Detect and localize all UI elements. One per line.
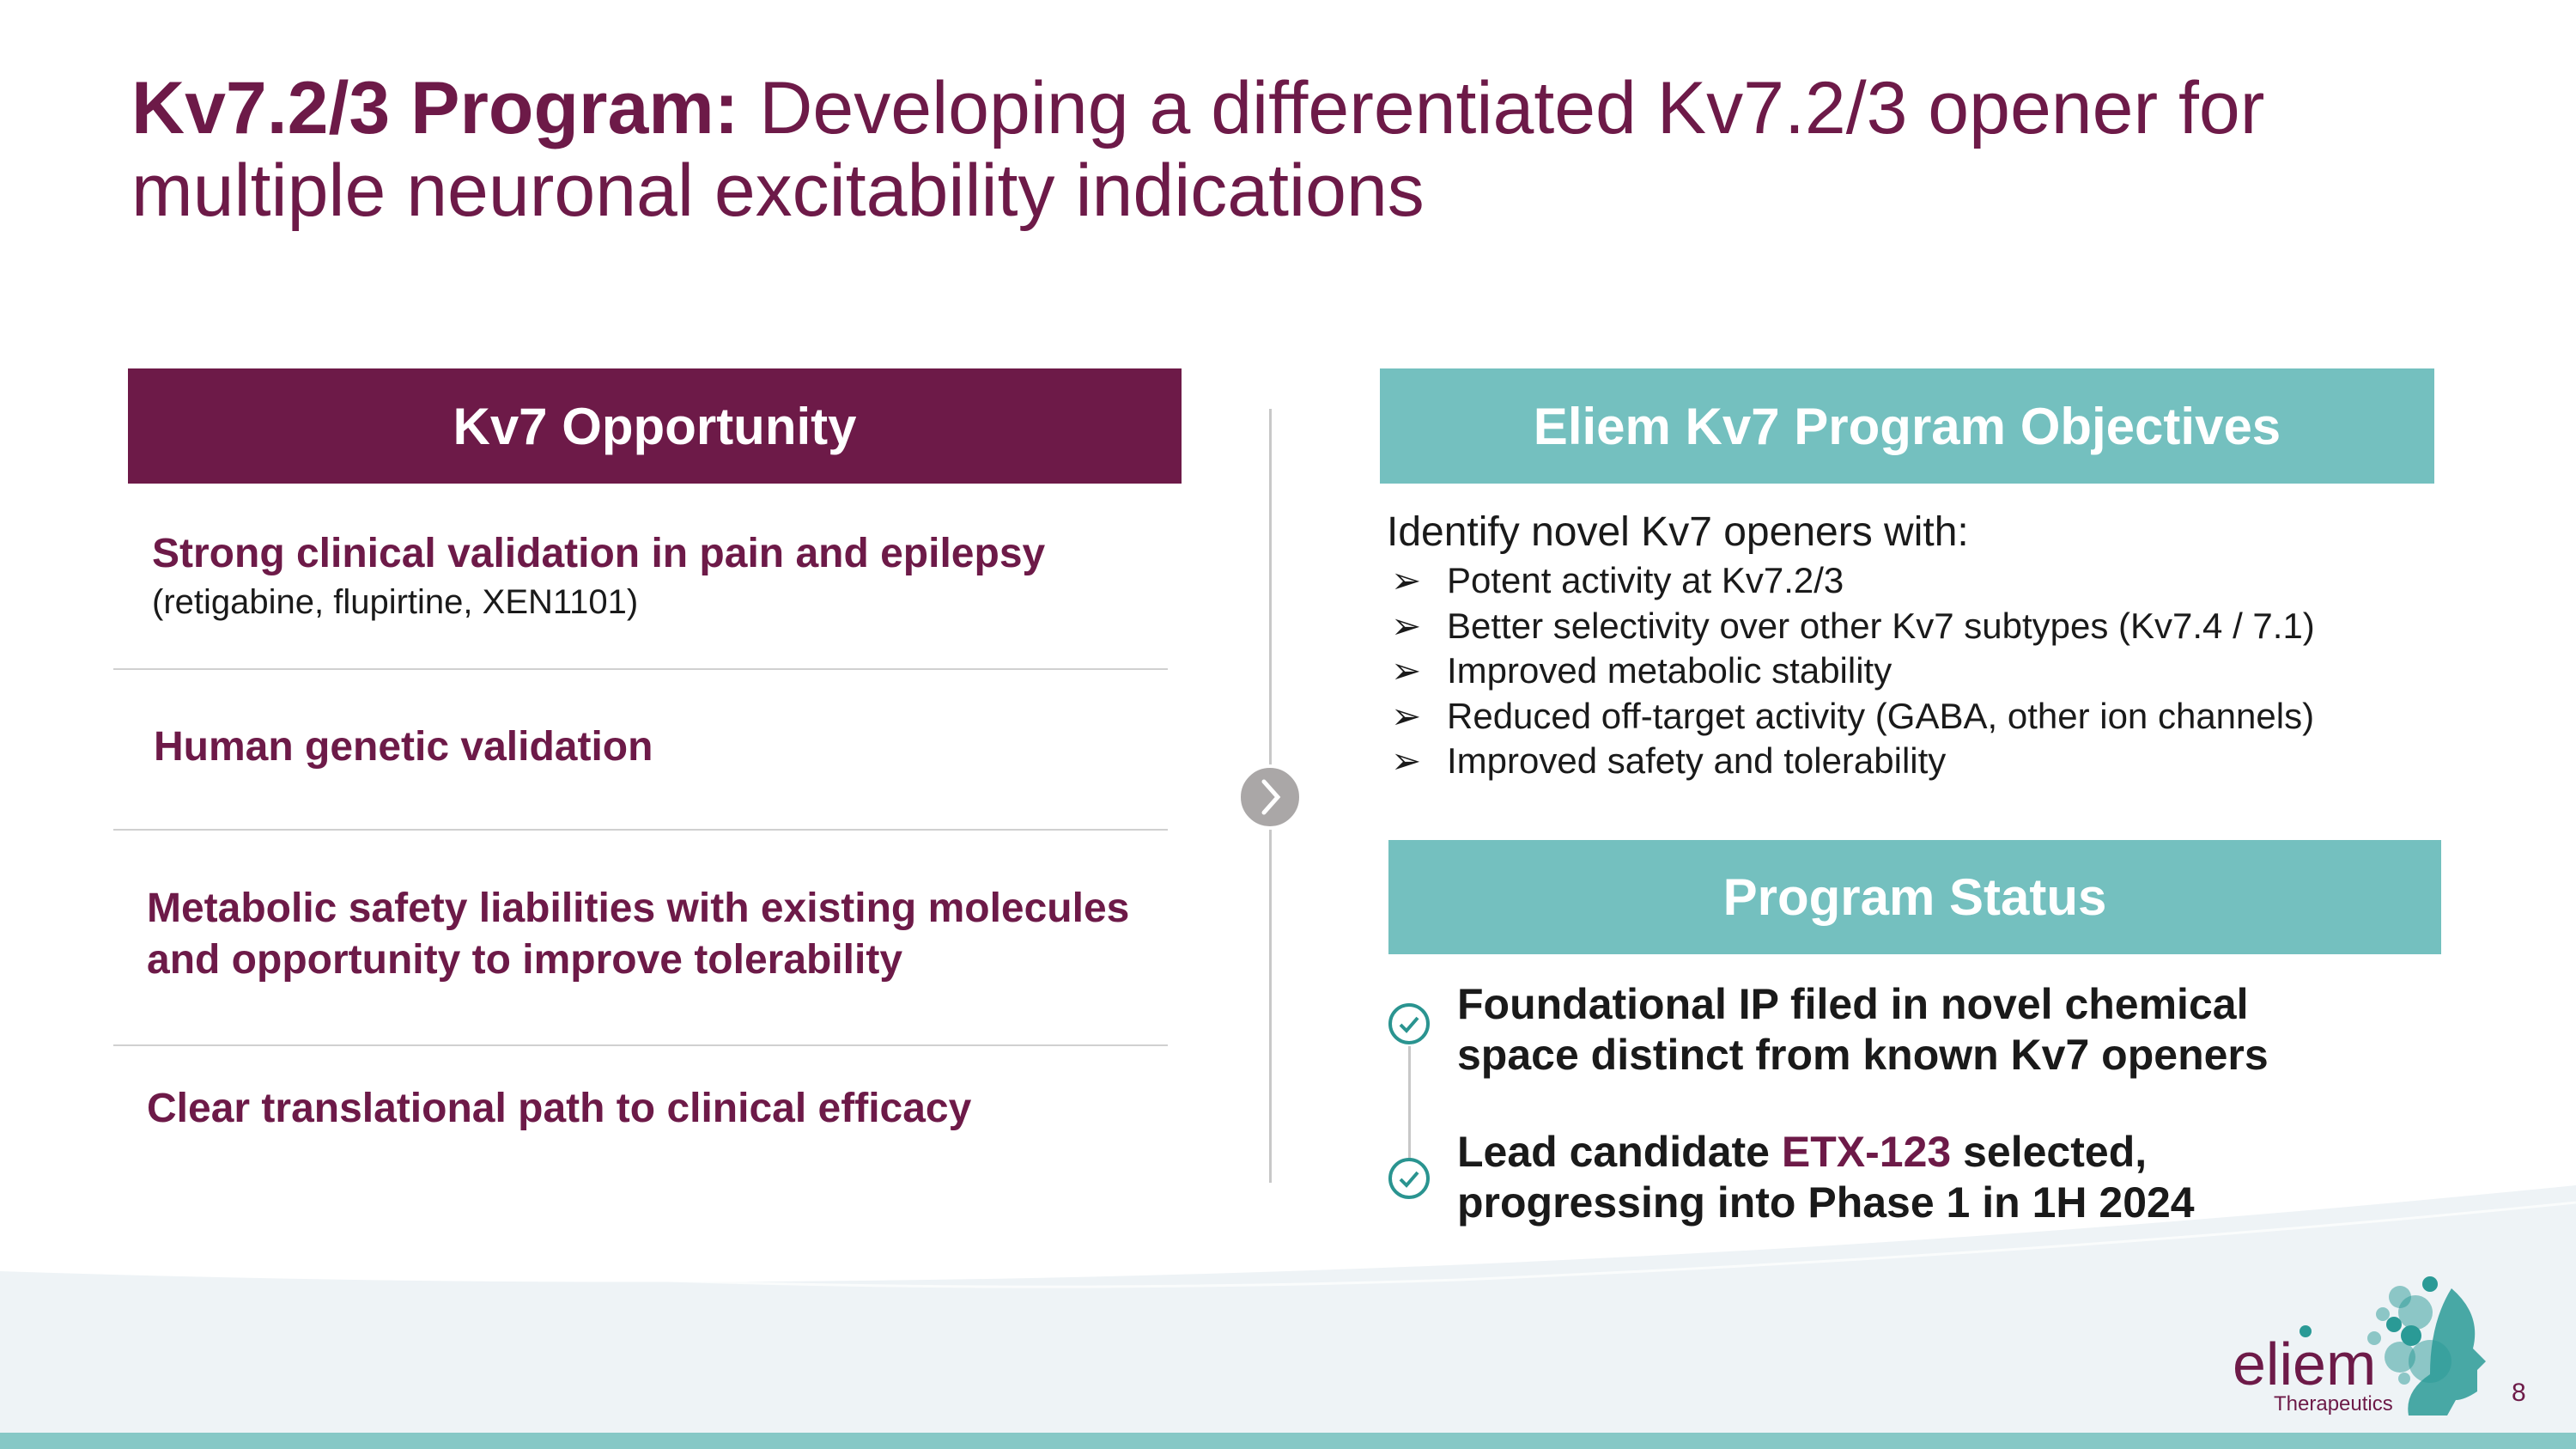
status-text: selected, <box>1951 1128 2148 1176</box>
page-number: 8 <box>2512 1379 2526 1407</box>
objective-bullet: ➢ Better selectivity over other Kv7 subty… <box>1391 604 2315 648</box>
divider <box>113 829 1168 831</box>
check-circle-icon <box>1388 1003 1430 1044</box>
title-rest: Developing a differentiated Kv7.2/3 open… <box>131 67 2265 232</box>
status-item: Lead candidate ETX-123 selected, progres… <box>1457 1127 2195 1228</box>
chevron-right-icon <box>1237 764 1303 830</box>
status-line: space distinct from known Kv7 openers <box>1457 1031 2269 1079</box>
divider <box>113 668 1168 670</box>
objectives-intro: Identify novel Kv7 openers with: <box>1387 509 1969 555</box>
bullet-text: Reduced off-target activity (GABA, other… <box>1447 696 2315 736</box>
status-line: Foundational IP filed in novel chemical <box>1457 980 2249 1028</box>
arrowhead-bullet-icon: ➢ <box>1391 606 1422 646</box>
objective-bullet: ➢ Improved safety and tolerability <box>1391 739 1946 783</box>
page-title: Kv7.2/3 Program: Developing a differenti… <box>131 67 2493 232</box>
row-text: Strong clinical validation in pain and e… <box>152 531 1046 576</box>
background-wave <box>0 1185 2576 1449</box>
bullet-text: Potent activity at Kv7.2/3 <box>1447 560 1844 600</box>
arrowhead-bullet-icon: ➢ <box>1391 650 1422 691</box>
opportunity-row: Clear translational path to clinical eff… <box>147 1086 972 1131</box>
status-line: progressing into Phase 1 in 1H 2024 <box>1457 1178 2195 1227</box>
footer-band <box>0 1433 2576 1449</box>
logo-wordmark: eliem <box>2233 1330 2376 1397</box>
arrowhead-bullet-icon: ➢ <box>1391 696 1422 736</box>
opportunity-row: Strong clinical validation in pain and e… <box>152 528 1045 624</box>
status-timeline-line <box>1408 1046 1411 1171</box>
bullet-text: Improved metabolic stability <box>1447 650 1893 691</box>
eliem-logo: eliem Therapeutics <box>2233 1276 2486 1416</box>
opportunity-row: Human genetic validation <box>154 724 653 770</box>
divider <box>113 1044 1168 1046</box>
logo-subtitle: Therapeutics <box>2274 1392 2393 1416</box>
row-subtext: (retigabine, flupirtine, XEN1101) <box>152 583 639 621</box>
program-status-header: Program Status <box>1388 840 2441 954</box>
objective-bullet: ➢ Potent activity at Kv7.2/3 <box>1391 558 1844 603</box>
candidate-name: ETX-123 <box>1781 1128 1952 1176</box>
objective-bullet: ➢ Reduced off-target activity (GABA, othe… <box>1391 694 2314 739</box>
arrowhead-bullet-icon: ➢ <box>1391 560 1422 600</box>
title-bold: Kv7.2/3 Program: <box>131 67 739 149</box>
objectives-header: Eliem Kv7 Program Objectives <box>1380 368 2434 484</box>
opportunity-row: Metabolic safety liabilities with existi… <box>147 886 1130 983</box>
bullet-text: Improved safety and tolerability <box>1447 740 1947 781</box>
bullet-text: Better selectivity over other Kv7 subtyp… <box>1447 606 2315 646</box>
kv7-opportunity-header: Kv7 Opportunity <box>128 368 1182 484</box>
objective-bullet: ➢ Improved metabolic stability <box>1391 648 1892 693</box>
status-item: Foundational IP filed in novel chemical … <box>1457 979 2269 1081</box>
status-text: Lead candidate <box>1457 1128 1782 1176</box>
check-circle-icon <box>1388 1158 1430 1199</box>
arrowhead-bullet-icon: ➢ <box>1391 740 1422 781</box>
